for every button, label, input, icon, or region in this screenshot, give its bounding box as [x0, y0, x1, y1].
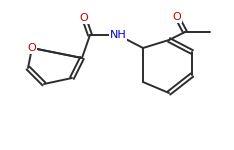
Text: NH: NH: [110, 30, 126, 40]
Text: O: O: [80, 13, 88, 23]
Text: O: O: [28, 43, 36, 53]
Text: O: O: [173, 12, 181, 22]
